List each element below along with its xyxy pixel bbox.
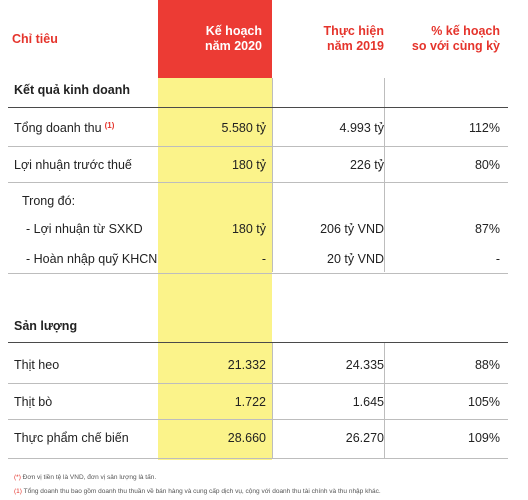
row-label: Tổng doanh thu (1) bbox=[14, 120, 115, 136]
plan-value: 1.722 bbox=[234, 395, 266, 409]
table-row-beef: Thịt bò 1.722 1.645 105% bbox=[0, 387, 528, 417]
row-label: Trong đó: bbox=[22, 194, 76, 208]
footnote-marker: (1) bbox=[104, 120, 115, 130]
column-divider bbox=[384, 342, 385, 458]
footnote-units: (*) Đơn vị tiền tệ là VND, đơn vị sản lư… bbox=[14, 474, 157, 481]
row-label: - Hoàn nhập quỹ KHCN bbox=[26, 252, 158, 266]
plan-value: 5.580 tỷ bbox=[221, 121, 266, 135]
actual-value: 4.993 tỷ bbox=[339, 121, 384, 135]
plan-value: 28.660 bbox=[227, 431, 266, 445]
percent-value: 112% bbox=[468, 121, 500, 135]
actual-value: 20 tỷ VND bbox=[327, 252, 384, 266]
row-divider bbox=[8, 419, 508, 420]
percent-value: 109% bbox=[468, 431, 500, 445]
row-label: Thịt heo bbox=[14, 358, 60, 372]
actual-value: 24.335 bbox=[345, 358, 384, 372]
table-row-pork: Thịt heo 21.332 24.335 88% bbox=[0, 350, 528, 380]
row-divider bbox=[8, 383, 508, 384]
section-output: Sản lượng bbox=[0, 311, 528, 341]
percent-value: 80% bbox=[474, 158, 500, 172]
header-indicator: Chỉ tiêu bbox=[12, 31, 58, 46]
actual-value: 26.270 bbox=[345, 431, 384, 445]
table-row-khcn-reversal: - Hoàn nhập quỹ KHCN - 20 tỷ VND - bbox=[0, 244, 528, 274]
plan-value: 21.332 bbox=[227, 358, 266, 372]
plan-column-header-bg bbox=[158, 0, 272, 78]
row-label: Lợi nhuận trước thuế bbox=[14, 158, 132, 172]
row-divider bbox=[8, 182, 508, 183]
plan-value: - bbox=[261, 252, 266, 266]
header-percent-yoy: % kế hoạch so với cùng kỳ bbox=[411, 24, 500, 53]
table-row-pretax-profit: Lợi nhuận trước thuế 180 tỷ 226 tỷ 80% bbox=[0, 150, 528, 180]
section-business-results: Kết quả kinh doanh bbox=[0, 75, 528, 105]
percent-value: 88% bbox=[474, 358, 500, 372]
percent-value: - bbox=[495, 252, 500, 266]
row-divider bbox=[8, 458, 508, 459]
section-title: Kết quả kinh doanh bbox=[14, 83, 130, 97]
row-label: Thịt bò bbox=[14, 395, 53, 409]
column-divider bbox=[272, 342, 273, 458]
row-label: - Lợi nhuận từ SXKD bbox=[26, 222, 143, 236]
actual-value: 226 tỷ bbox=[349, 158, 384, 172]
actual-value: 1.645 bbox=[352, 395, 384, 409]
plan-value: 180 tỷ bbox=[231, 158, 266, 172]
percent-value: 105% bbox=[468, 395, 500, 409]
row-divider bbox=[8, 107, 508, 108]
percent-value: 87% bbox=[474, 222, 500, 236]
footnote-revenue-definition: (1) Tổng doanh thu bao gồm doanh thu thu… bbox=[14, 488, 381, 495]
section-title: Sản lượng bbox=[14, 319, 78, 333]
table-row-of-which: Trong đó: bbox=[0, 186, 528, 216]
row-divider bbox=[8, 146, 508, 147]
table-row-sxkd-profit: - Lợi nhuận từ SXKD 180 tỷ 206 tỷ VND 87… bbox=[0, 214, 528, 244]
table-row-revenue: Tổng doanh thu (1) 5.580 tỷ 4.993 tỷ 112% bbox=[0, 113, 528, 143]
column-divider bbox=[272, 78, 273, 272]
column-divider bbox=[384, 78, 385, 272]
row-divider bbox=[8, 273, 508, 274]
table-row-processed-food: Thực phẩm chế biến 28.660 26.270 109% bbox=[0, 423, 528, 453]
actual-value: 206 tỷ VND bbox=[320, 222, 384, 236]
header-plan-2020: Kế hoạch năm 2020 bbox=[205, 24, 262, 53]
header-actual-2019: Thực hiện năm 2019 bbox=[323, 24, 384, 53]
row-label: Thực phẩm chế biến bbox=[14, 431, 129, 445]
plan-column-highlight bbox=[158, 78, 272, 460]
row-divider bbox=[8, 342, 508, 343]
plan-value: 180 tỷ bbox=[231, 222, 266, 236]
